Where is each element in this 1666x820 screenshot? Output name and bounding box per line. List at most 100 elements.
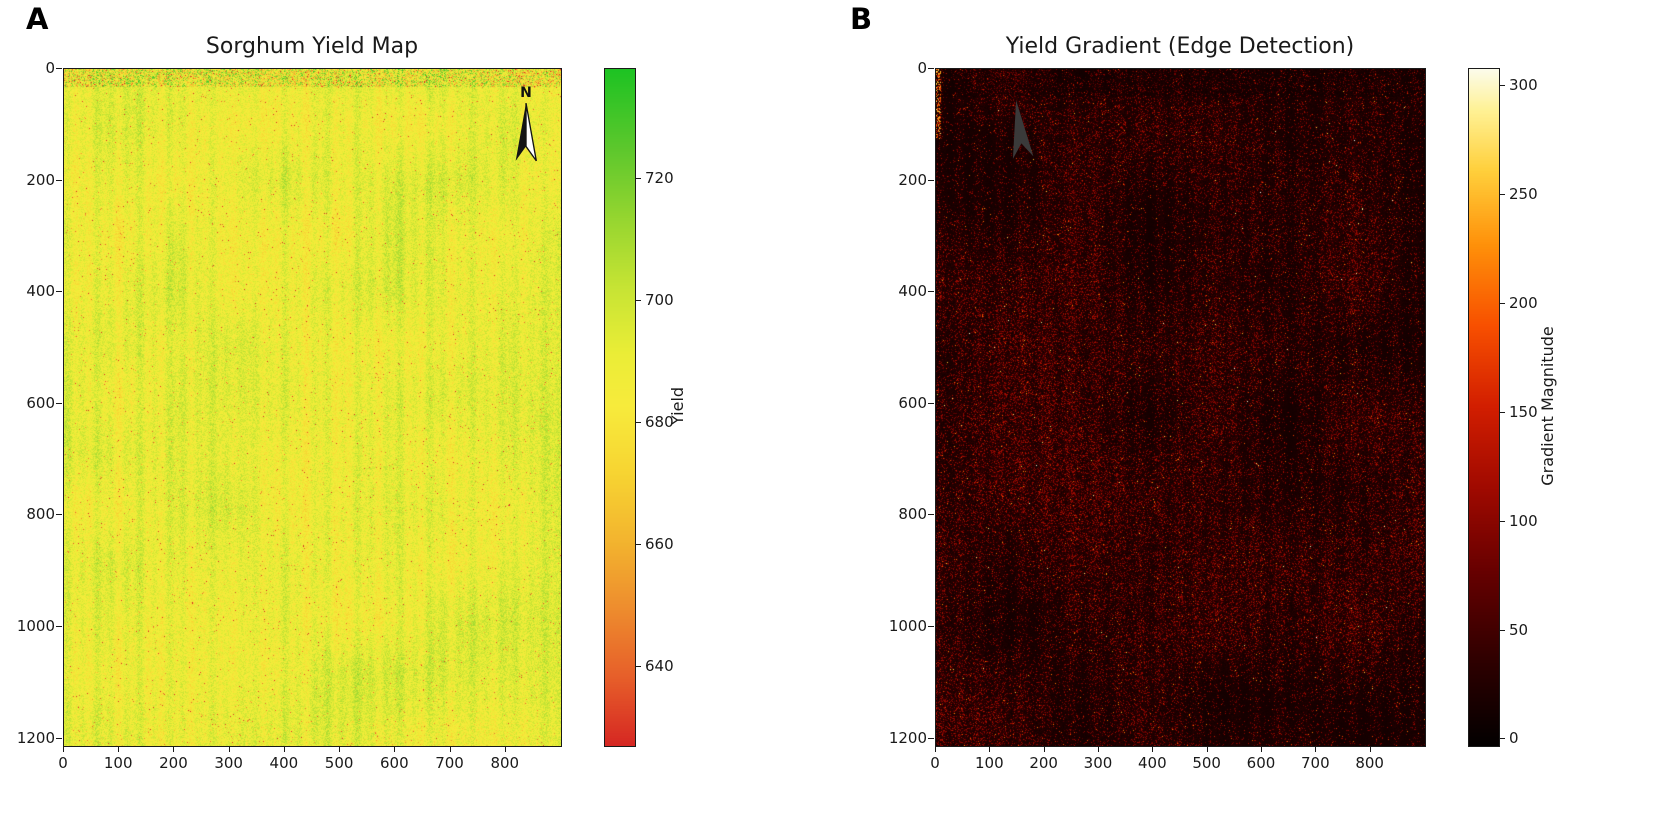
x-tick-label: 400	[269, 754, 299, 772]
y-tick-label: 800	[898, 505, 927, 524]
colorbar-tick-label: 680	[645, 412, 674, 431]
colorbar-tick-mark	[636, 177, 641, 179]
y-tick-label: 0	[45, 59, 55, 77]
colorbar-tick-mark	[1500, 411, 1505, 413]
colorbar-tick-label: 300	[1509, 76, 1538, 95]
colorbar-tick-label: 0	[1509, 729, 1519, 748]
north-arrow-icon	[515, 102, 537, 162]
y-tick-mark	[928, 402, 934, 404]
colorbar-tick-label: 660	[645, 534, 674, 553]
colorbar-tick-mark	[1500, 520, 1505, 522]
x-tick-label: 200	[1029, 754, 1058, 772]
x-tick-label: 600	[1246, 754, 1276, 772]
y-tick-mark	[56, 626, 62, 628]
x-tick-mark	[173, 746, 175, 752]
y-tick-label: 600	[898, 393, 927, 412]
x-tick-mark	[118, 746, 120, 752]
gradient-heatmap-canvas	[936, 69, 1425, 746]
x-tick-mark	[449, 746, 451, 752]
y-tick-label: 400	[26, 282, 55, 301]
x-tick-mark	[1315, 746, 1317, 752]
x-tick-label: 500	[324, 754, 354, 772]
colorbar-tick-mark	[636, 299, 641, 301]
north-arrow-silhouette-icon	[1012, 100, 1034, 159]
y-tick-label: 1200	[16, 728, 55, 747]
x-tick-label: 300	[1083, 754, 1113, 772]
north-arrow: N	[506, 86, 546, 169]
y-tick-label: 1000	[888, 617, 927, 636]
y-tick-label: 0	[917, 59, 927, 77]
gradient-colorbar	[1468, 68, 1500, 747]
y-tick-mark	[56, 179, 62, 181]
y-tick-mark	[56, 514, 62, 516]
x-tick-label: 400	[1138, 754, 1167, 772]
x-tick-mark	[1369, 746, 1371, 752]
x-tick-label: 700	[1301, 754, 1330, 772]
y-tick-label: 200	[26, 170, 55, 189]
x-tick-mark	[339, 746, 341, 752]
x-tick-label: 0	[58, 754, 68, 772]
x-tick-mark	[935, 746, 936, 752]
x-tick-mark	[63, 746, 64, 752]
x-tick-mark	[1206, 746, 1208, 752]
x-tick-label: 200	[159, 754, 188, 772]
x-tick-mark	[1152, 746, 1154, 752]
panel-title-gradient: Yield Gradient (Edge Detection)	[1005, 34, 1355, 59]
x-tick-mark	[228, 746, 230, 752]
y-tick-mark	[928, 626, 934, 628]
x-tick-mark	[394, 746, 396, 752]
north-label: N	[520, 85, 532, 101]
colorbar-tick-label: 720	[645, 168, 674, 187]
colorbar-tick-mark	[1500, 629, 1505, 631]
panel-title-yield-map: Sorghum Yield Map	[205, 34, 419, 59]
y-tick-mark	[928, 514, 934, 516]
colorbar-tick-label: 700	[645, 290, 674, 309]
x-tick-mark	[283, 746, 285, 752]
north-arrow-dark	[996, 96, 1044, 168]
panel-label-a: A	[26, 2, 49, 36]
colorbar-tick-mark	[636, 665, 641, 667]
colorbar-tick-label: 150	[1509, 402, 1538, 421]
colorbar-tick-label: 50	[1509, 620, 1529, 639]
y-tick-label: 1000	[16, 617, 55, 636]
x-tick-mark	[1098, 746, 1099, 752]
colorbar-tick-mark	[636, 421, 641, 423]
colorbar-tick-label: 100	[1509, 511, 1538, 530]
y-tick-label: 400	[898, 282, 927, 301]
y-tick-mark	[928, 179, 934, 181]
x-tick-label: 600	[380, 754, 409, 772]
y-tick-mark	[928, 68, 934, 69]
yield-colorbar-label: Yield	[668, 386, 687, 426]
y-tick-label: 600	[26, 393, 55, 412]
y-tick-mark	[56, 402, 62, 404]
x-tick-label: 800	[1355, 754, 1384, 772]
panel-label-b: B	[850, 2, 873, 36]
yield-map-plot	[63, 68, 562, 747]
colorbar-tick-mark	[1500, 303, 1505, 305]
y-tick-label: 200	[898, 170, 927, 189]
x-tick-label: 300	[214, 754, 243, 772]
yield-heatmap-canvas	[64, 69, 561, 746]
x-tick-label: 100	[103, 754, 133, 772]
x-tick-mark	[504, 746, 506, 752]
y-tick-mark	[928, 291, 934, 293]
x-tick-label: 100	[975, 754, 1004, 772]
colorbar-tick-label: 250	[1509, 185, 1538, 204]
x-tick-label: 0	[930, 754, 940, 772]
y-tick-label: 1200	[888, 728, 927, 747]
y-tick-mark	[56, 737, 62, 739]
x-tick-label: 800	[490, 754, 520, 772]
colorbar-tick-mark	[1500, 85, 1505, 87]
colorbar-tick-label: 640	[645, 656, 674, 675]
x-tick-mark	[1043, 746, 1045, 752]
y-tick-mark	[928, 737, 934, 739]
x-tick-mark	[989, 746, 991, 752]
colorbar-tick-mark	[1500, 738, 1505, 740]
x-tick-label: 700	[435, 754, 464, 772]
x-tick-label: 500	[1192, 754, 1221, 772]
x-tick-mark	[1261, 746, 1262, 752]
colorbar-tick-label: 200	[1509, 294, 1538, 313]
y-tick-label: 800	[26, 505, 55, 524]
yield-colorbar	[604, 68, 636, 747]
